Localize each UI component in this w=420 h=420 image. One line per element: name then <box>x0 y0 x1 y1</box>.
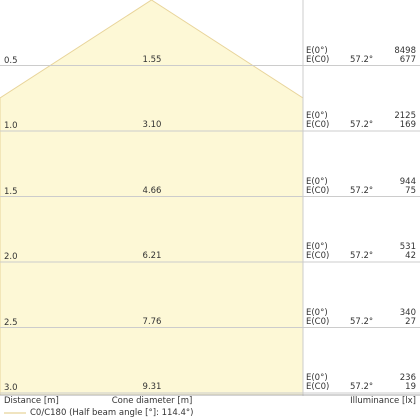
ec0-illuminance-value-1.0: 169 <box>399 120 416 130</box>
e0-label-3.0: E(0°) <box>306 373 328 383</box>
ec0-illuminance-value-3.0: 19 <box>405 382 416 392</box>
distance-value-2.0: 2.0 <box>4 252 18 262</box>
illuminance-axis-label: Illuminance [lx] <box>350 396 416 406</box>
ec0-illuminance-value-1.5: 75 <box>405 185 416 196</box>
ec0-label-1.0: E(C0) <box>306 120 330 130</box>
cone-diameter-value-0.5: 1.55 <box>142 54 162 65</box>
e0-label-1.0: E(0°) <box>306 111 328 121</box>
e0-label-2.0: E(0°) <box>306 242 328 252</box>
half-angle-value-0.5: 57.2° <box>350 54 374 65</box>
e0-label-1.5: E(0°) <box>306 176 328 187</box>
distance-value-2.5: 2.5 <box>4 317 18 328</box>
distance-value-1.0: 1.0 <box>4 121 18 131</box>
ec0-label-1.5: E(C0) <box>306 185 330 196</box>
distance-gridlines <box>0 65 420 394</box>
ec0-label-2.0: E(C0) <box>306 251 330 261</box>
distance-axis-label: Distance [m] <box>4 396 59 406</box>
cone-diameter-value-2.0: 6.21 <box>142 251 162 261</box>
e0-illuminance-value-3.0: 236 <box>399 373 416 383</box>
e0-label-0.5: E(0°) <box>306 45 328 56</box>
half-angle-value-3.0: 57.2° <box>350 382 374 392</box>
e0-illuminance-value-0.5: 8498 <box>394 45 416 56</box>
distance-value-0.5: 0.5 <box>4 55 18 66</box>
e0-illuminance-value-1.5: 944 <box>399 176 416 187</box>
cone-diameter-value-2.5: 7.76 <box>142 316 162 327</box>
ec0-illuminance-value-0.5: 677 <box>399 54 416 65</box>
e0-label-2.5: E(0°) <box>306 307 328 318</box>
e0-illuminance-value-2.5: 340 <box>399 307 416 318</box>
half-angle-value-2.5: 57.2° <box>350 316 374 327</box>
cone-diameter-value-1.0: 3.10 <box>142 120 162 130</box>
e0-illuminance-value-2.0: 531 <box>399 242 416 252</box>
cone-diameter-axis-label: Cone diameter [m] <box>111 396 193 406</box>
ec0-illuminance-value-2.5: 27 <box>405 316 416 327</box>
ec0-illuminance-value-2.0: 42 <box>405 251 416 261</box>
distance-value-1.5: 1.5 <box>4 186 18 197</box>
legend-label: C0/C180 (Half beam angle [°]: 114.4°) <box>30 408 194 418</box>
cone-diameter-value-1.5: 4.66 <box>142 185 162 196</box>
half-angle-value-1.0: 57.2° <box>350 120 374 130</box>
ec0-label-2.5: E(C0) <box>306 316 330 327</box>
cone-diameter-value-3.0: 9.31 <box>142 382 162 392</box>
half-angle-value-2.0: 57.2° <box>350 251 374 261</box>
distance-value-3.0: 3.0 <box>4 383 18 393</box>
half-angle-value-1.5: 57.2° <box>350 185 374 196</box>
ec0-label-3.0: E(C0) <box>306 382 330 392</box>
e0-illuminance-value-1.0: 2125 <box>394 111 416 121</box>
ec0-label-0.5: E(C0) <box>306 54 330 65</box>
